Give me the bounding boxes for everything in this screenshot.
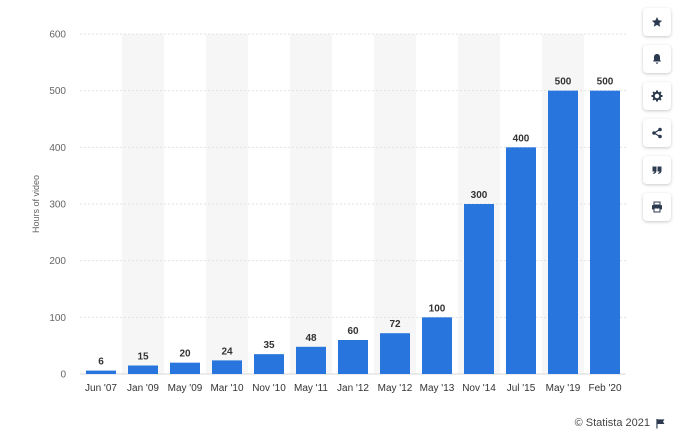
data-label: 6 [98, 357, 104, 368]
flag-icon[interactable] [655, 418, 666, 429]
bell-icon [653, 54, 661, 64]
y-tick-label: 400 [49, 143, 66, 154]
data-label: 100 [429, 303, 446, 314]
gear-icon [651, 90, 663, 102]
x-tick-label: Jun '07 [85, 383, 117, 394]
print-button[interactable] [643, 193, 671, 221]
data-label: 500 [555, 77, 572, 88]
y-tick-label: 300 [49, 200, 66, 211]
y-tick-label: 600 [49, 30, 66, 41]
bar[interactable] [254, 354, 284, 374]
data-label: 400 [513, 133, 530, 144]
share-icon [652, 127, 662, 139]
bars [86, 90, 620, 375]
bar[interactable] [338, 340, 368, 374]
notification-button[interactable] [643, 45, 671, 73]
favorite-button[interactable] [643, 8, 671, 36]
data-labels: 6 15 20 24 35 48 60 72 100 300 400 500 500 [98, 77, 614, 368]
bar[interactable] [170, 362, 200, 374]
x-axis-labels: Jun '07 Jan '09 May '09 Mar '10 Nov '10 May '… [85, 383, 622, 394]
x-tick-label: Nov '14 [462, 383, 496, 394]
x-tick-label: Mar '10 [210, 383, 243, 394]
bar[interactable] [506, 147, 536, 374]
x-tick-label: Jan '12 [337, 383, 369, 394]
data-label: 48 [305, 333, 317, 344]
data-label: 500 [597, 77, 614, 88]
x-tick-label: May '19 [546, 383, 581, 394]
bar[interactable] [422, 317, 452, 374]
y-tick-label: 500 [49, 86, 66, 97]
bar[interactable] [380, 333, 410, 374]
x-tick-label: May '13 [420, 383, 455, 394]
x-tick-label: Jul '15 [507, 383, 536, 394]
bar[interactable] [86, 370, 116, 374]
credit: © Statista 2021 [575, 417, 666, 429]
x-tick-label: Feb '20 [588, 383, 621, 394]
data-label: 20 [179, 349, 191, 360]
data-label: 72 [389, 319, 401, 330]
statista-credit-link[interactable]: © Statista 2021 [574, 417, 650, 429]
x-tick-label: May '12 [378, 383, 413, 394]
data-label: 35 [263, 340, 275, 351]
cite-button[interactable] [643, 156, 671, 184]
settings-button[interactable] [643, 82, 671, 110]
share-button[interactable] [643, 119, 671, 147]
y-axis-title: Hours of video [31, 175, 41, 233]
data-label: 24 [221, 346, 233, 357]
print-icon [652, 201, 662, 213]
toolbar [643, 8, 671, 230]
bar[interactable] [590, 90, 620, 375]
bar[interactable] [212, 360, 242, 374]
quote-icon [652, 166, 662, 174]
y-tick-label: 100 [49, 313, 66, 324]
bar[interactable] [296, 346, 326, 374]
bar[interactable] [128, 365, 158, 375]
x-tick-label: Jan '09 [127, 383, 159, 394]
bar[interactable] [548, 90, 578, 375]
x-tick-label: Nov '10 [252, 383, 286, 394]
y-tick-label: 0 [60, 370, 66, 381]
y-tick-label: 200 [49, 256, 66, 267]
x-tick-label: May '09 [168, 383, 203, 394]
bar[interactable] [464, 204, 494, 374]
y-axis-ticks: 0 100 200 300 400 500 600 [49, 30, 66, 381]
data-label: 60 [347, 326, 359, 337]
data-label: 300 [471, 190, 488, 201]
star-icon [651, 17, 663, 27]
x-tick-label: May '11 [294, 383, 328, 394]
data-label: 15 [137, 352, 149, 363]
